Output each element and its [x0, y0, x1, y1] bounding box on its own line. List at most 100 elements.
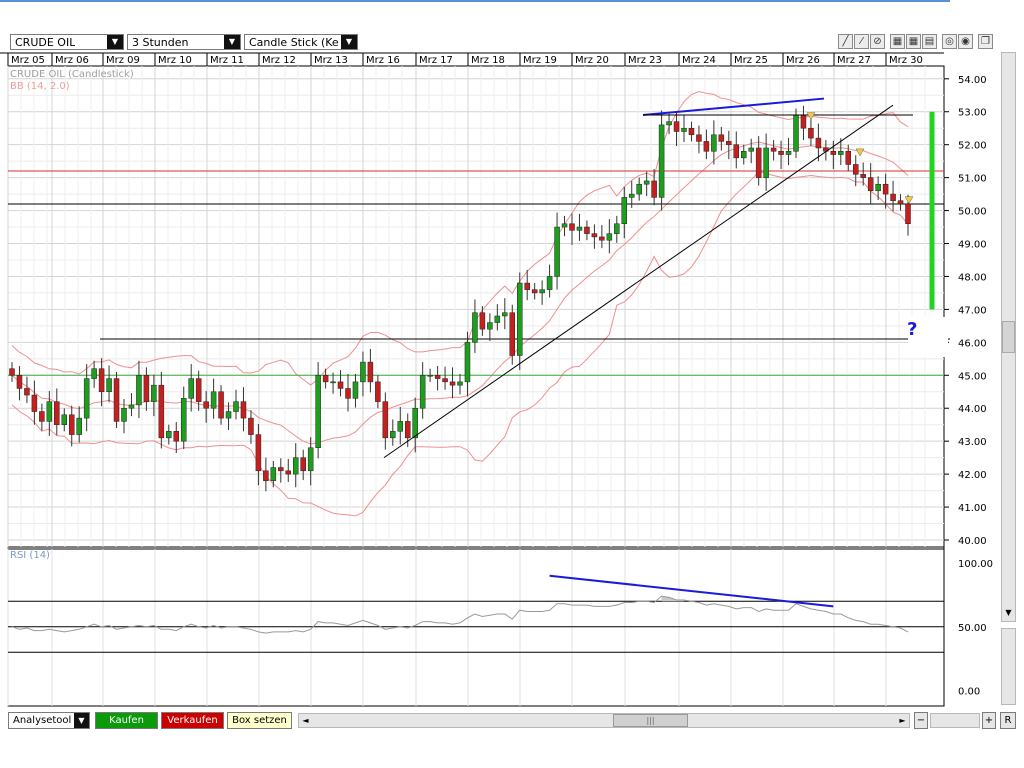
- y-tick-label: 49.00: [958, 240, 987, 251]
- buy-button[interactable]: Kaufen: [95, 712, 158, 729]
- candle-down: [337, 381, 344, 389]
- candle-up: [628, 193, 635, 198]
- candle-up: [614, 223, 620, 234]
- candle-down: [248, 417, 254, 435]
- grid-view-icon[interactable]: ▦: [906, 34, 921, 49]
- rsi-title: RSI (14): [10, 550, 50, 561]
- candle-down: [375, 381, 381, 402]
- list-view-icon[interactable]: ▤: [922, 34, 937, 49]
- candle-up: [494, 315, 501, 323]
- candle-up: [61, 414, 68, 425]
- candle-up: [793, 114, 799, 152]
- candle-down: [31, 394, 38, 412]
- y-tick-label: 50.00: [958, 207, 987, 218]
- candle-up: [419, 375, 426, 409]
- x-tick-label: Mrz 23: [628, 55, 662, 66]
- candle-down: [367, 361, 374, 383]
- candle-down: [584, 226, 590, 234]
- candle-up: [292, 457, 299, 475]
- chart-toolbar: CRUDE OIL ▼ 3 Stunden ▼ Candle Stick (Ke…: [0, 32, 1000, 54]
- vertical-scroll-thumb[interactable]: [1002, 321, 1015, 353]
- y-tick-label: 54.00: [958, 75, 987, 86]
- candle-down: [278, 467, 284, 472]
- candle-up: [210, 391, 217, 409]
- chevron-down-icon[interactable]: ▼: [107, 35, 123, 49]
- zoom-slider[interactable]: [930, 713, 980, 728]
- candle-up: [785, 151, 792, 155]
- draw-line-icon[interactable]: ╱: [838, 34, 853, 49]
- candle-down: [143, 375, 150, 402]
- candle-up: [561, 223, 568, 228]
- candle-down: [905, 203, 911, 224]
- chevron-down-icon[interactable]: ▼: [341, 35, 357, 49]
- candle-down: [830, 151, 837, 155]
- candle-up: [748, 147, 754, 152]
- chevron-down-icon[interactable]: ▼: [74, 713, 89, 728]
- chart-style-select[interactable]: Candle Stick (Kerze ▼: [244, 34, 358, 50]
- rsi-y-tick-label: 0.00: [958, 687, 980, 698]
- analysis-tool-select[interactable]: Analysetool ▼: [8, 712, 90, 729]
- draw-line-alt-icon[interactable]: ⁄: [854, 34, 869, 49]
- candle-down: [703, 141, 710, 152]
- candle-down: [98, 368, 105, 393]
- candle-down: [800, 114, 807, 129]
- candle-down: [755, 147, 762, 178]
- candle-down: [688, 127, 695, 136]
- rsi-scrollbar[interactable]: [1001, 628, 1016, 705]
- candle-up: [46, 401, 53, 422]
- chart-grid: [7, 65, 945, 707]
- x-tick-label: Mrz 19: [523, 55, 557, 66]
- sell-button[interactable]: Verkaufen: [161, 712, 224, 729]
- candle-down: [39, 411, 45, 422]
- candle-up: [875, 183, 881, 192]
- y-tick-label: 47.00: [958, 305, 987, 316]
- instrument-select-value: CRUDE OIL: [15, 36, 76, 49]
- candle-up: [711, 134, 717, 152]
- settings-icon[interactable]: ◎: [942, 34, 957, 49]
- reset-button[interactable]: R: [1000, 712, 1016, 729]
- window-restore-icon[interactable]: ❐: [978, 34, 993, 49]
- candle-up: [464, 342, 471, 383]
- scroll-down-button[interactable]: ▼: [1005, 608, 1012, 617]
- candle-down: [240, 401, 247, 419]
- vertical-scrollbar[interactable]: ▼: [1001, 52, 1016, 622]
- candle-up: [427, 375, 433, 377]
- eraser-icon[interactable]: ⊘: [870, 34, 885, 49]
- rsi-panel: 100.00 50.00 0.00: [8, 559, 993, 698]
- y-tick-label: 43.00: [958, 437, 987, 448]
- zoom-out-button[interactable]: −: [914, 712, 928, 729]
- candle-down: [300, 457, 306, 472]
- table-view-icon[interactable]: ▦: [890, 34, 905, 49]
- candle-up: [270, 467, 277, 481]
- candle-down: [158, 384, 165, 439]
- chevron-down-icon[interactable]: ▼: [224, 35, 240, 49]
- zoom-in-button[interactable]: +: [982, 712, 996, 729]
- candle-down: [449, 381, 456, 386]
- horizontal-scroll-thumb[interactable]: |||: [613, 714, 688, 727]
- candle-down: [860, 174, 866, 178]
- interval-select-value: 3 Stunden: [132, 36, 189, 49]
- candle-up: [151, 384, 157, 402]
- candle-down: [24, 388, 30, 396]
- chart-title: CRUDE OIL (Candlestick): [10, 69, 134, 80]
- signal-marker: [904, 196, 914, 205]
- horizontal-scrollbar[interactable]: ◄ ||| ►: [298, 713, 910, 728]
- candle-down: [54, 401, 60, 425]
- candle-up: [658, 124, 665, 198]
- candle-down: [263, 470, 269, 481]
- instrument-select[interactable]: CRUDE OIL ▼: [10, 34, 124, 50]
- candle-up: [681, 127, 687, 132]
- interval-select[interactable]: 3 Stunden ▼: [127, 34, 241, 50]
- candle-down: [733, 144, 740, 159]
- candle-down: [195, 378, 202, 402]
- x-tick-label: Mrz 27: [837, 55, 871, 66]
- scroll-right-button[interactable]: ►: [899, 716, 906, 725]
- scroll-left-button[interactable]: ◄: [302, 716, 309, 725]
- candle-down: [890, 193, 896, 201]
- chart-style-select-value: Candle Stick (Kerze: [249, 36, 339, 49]
- candle-up: [390, 431, 396, 439]
- candle-up: [188, 378, 194, 399]
- box-set-button[interactable]: Box setzen: [227, 712, 292, 729]
- candle-up: [838, 151, 844, 155]
- print-icon[interactable]: ◉: [958, 34, 973, 49]
